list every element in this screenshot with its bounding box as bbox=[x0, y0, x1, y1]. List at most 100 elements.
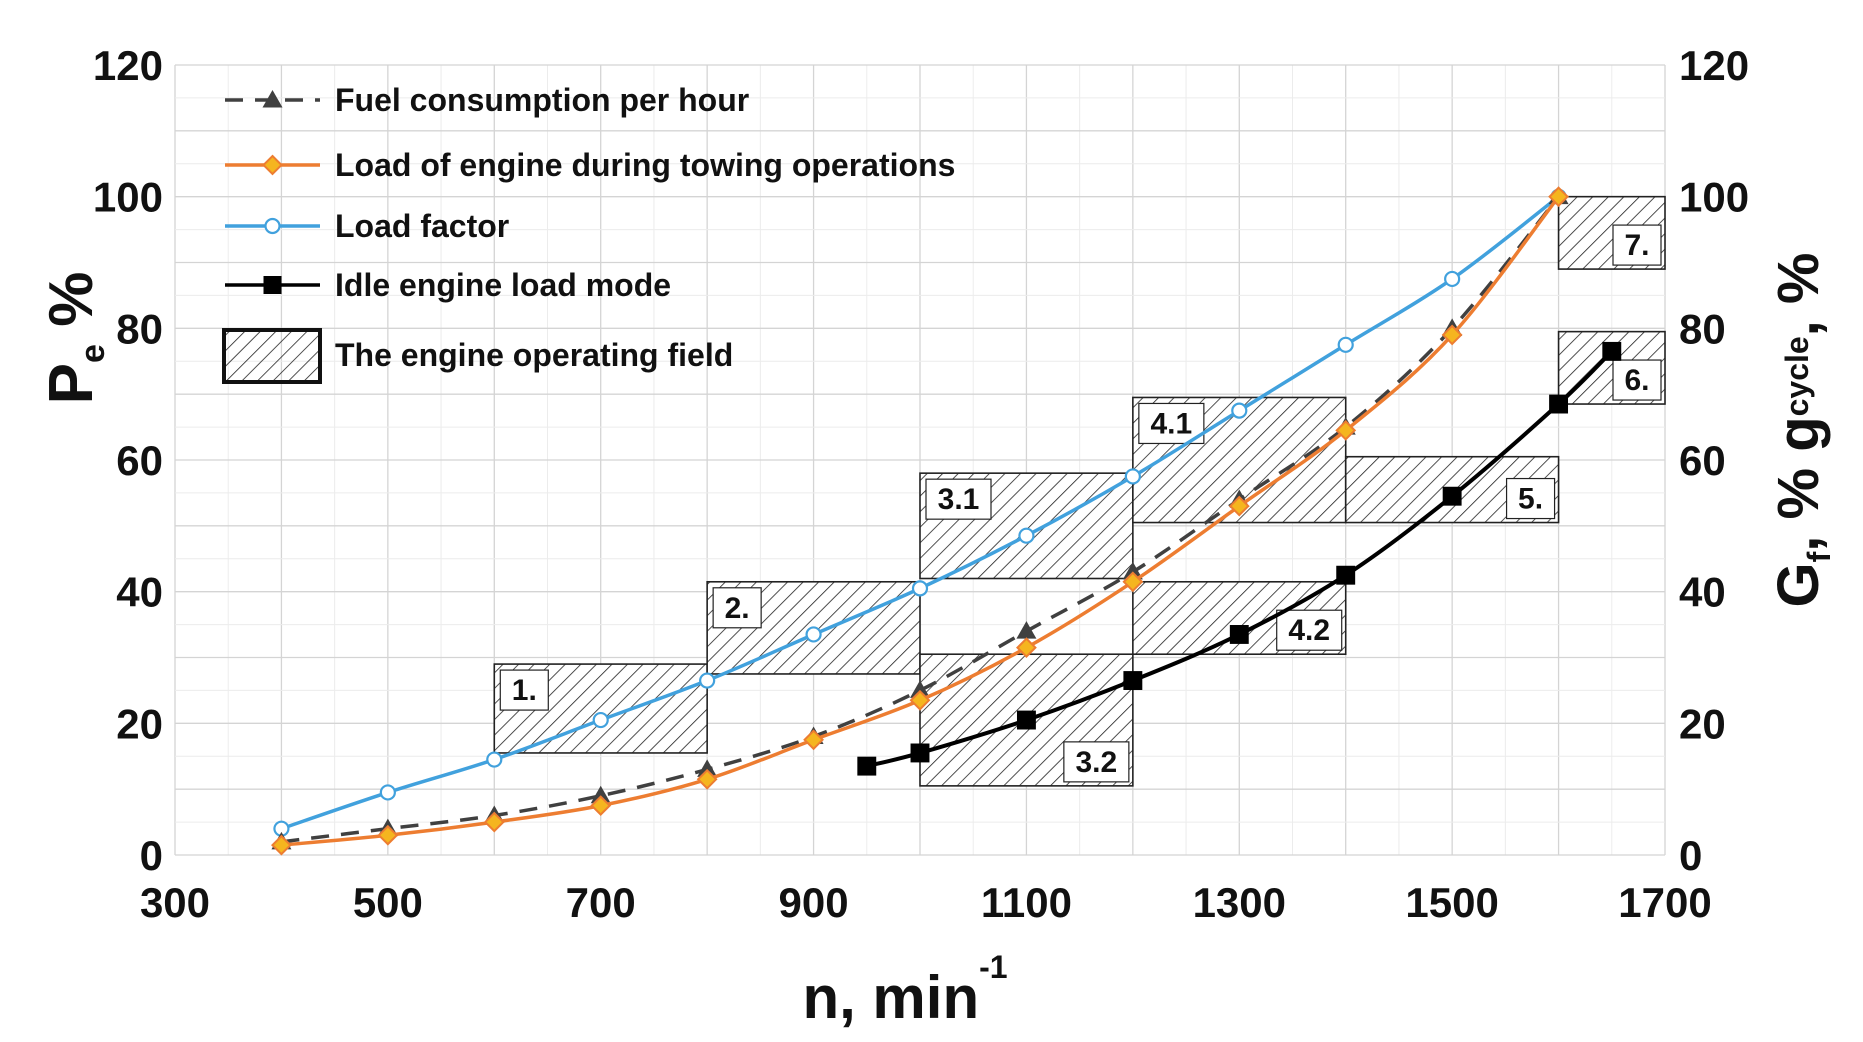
operating-field-label: 6. bbox=[1624, 364, 1649, 397]
x-tick-label: 1300 bbox=[1193, 879, 1286, 926]
y-axis-right-title: Gf, % gcycle, % bbox=[1766, 252, 1837, 607]
legend-item: Idle engine load mode bbox=[225, 267, 671, 303]
data-point bbox=[909, 689, 931, 711]
grid bbox=[174, 64, 1666, 856]
data-point bbox=[1444, 270, 1461, 288]
y-right-tick-label: 120 bbox=[1679, 42, 1749, 89]
operating-field-box: 7. bbox=[1557, 195, 1666, 270]
data-point bbox=[592, 711, 609, 729]
operating-field-box: 3.1 bbox=[919, 472, 1134, 580]
x-tick-label: 1500 bbox=[1405, 879, 1498, 926]
legend-swatch-marker bbox=[264, 217, 281, 235]
data-point bbox=[805, 626, 822, 643]
x-tick-label: 700 bbox=[566, 879, 636, 926]
data-point bbox=[1122, 571, 1144, 593]
data-point bbox=[1441, 324, 1463, 346]
series-lines bbox=[271, 186, 1622, 856]
y-left-tick-label: 40 bbox=[116, 569, 163, 616]
operating-field-label-bg bbox=[925, 478, 992, 520]
data-point bbox=[1123, 671, 1143, 690]
legend-label: Idle engine load mode bbox=[335, 267, 671, 303]
y-left-tick-label: 60 bbox=[116, 437, 163, 484]
y-axis-left-title: Pe % bbox=[37, 272, 112, 405]
series-diamond bbox=[271, 186, 1569, 856]
data-point bbox=[1229, 625, 1249, 644]
data-point bbox=[590, 795, 612, 817]
data-point bbox=[1548, 186, 1569, 208]
data-point bbox=[590, 785, 611, 804]
data-point bbox=[1602, 341, 1622, 361]
data-point bbox=[911, 580, 929, 597]
data-point bbox=[910, 743, 930, 763]
y-left-tick-label: 0 bbox=[140, 832, 163, 879]
y-left-tick-label: 20 bbox=[116, 700, 163, 747]
data-point bbox=[271, 834, 292, 856]
x-tick-label: 1700 bbox=[1618, 879, 1711, 926]
x-axis-title: n, min-1 bbox=[802, 949, 1007, 1031]
y-axis-left-title-suffix: % bbox=[37, 272, 106, 344]
y-right-tick-label: 60 bbox=[1679, 437, 1726, 484]
operating-field-label: 7. bbox=[1624, 229, 1649, 262]
series-square bbox=[857, 341, 1622, 776]
operating-field-label: 2. bbox=[725, 592, 750, 625]
data-point bbox=[483, 811, 505, 833]
operating-field-label-bg bbox=[499, 669, 549, 711]
y-right-tick-label: 100 bbox=[1679, 174, 1749, 221]
y-axis-right-title-sub2: cycle bbox=[1779, 336, 1815, 416]
y-axis-right-title-main: G bbox=[1766, 562, 1831, 607]
data-point bbox=[1016, 621, 1037, 639]
legend-swatch-hatch bbox=[222, 328, 322, 384]
data-point bbox=[1122, 561, 1143, 580]
legend-swatch-marker bbox=[262, 90, 283, 108]
y-right-tick-label: 40 bbox=[1679, 569, 1726, 616]
legend-label: Fuel consumption per hour bbox=[335, 82, 749, 118]
legend-label: Load factor bbox=[335, 208, 509, 244]
operating-field-label: 3.1 bbox=[938, 483, 980, 516]
legend-item: Load factor bbox=[225, 208, 509, 244]
operating-field-label: 4.2 bbox=[1288, 614, 1330, 647]
data-point bbox=[1442, 486, 1462, 506]
y-axis-right-title-mid: , % g bbox=[1766, 416, 1831, 551]
data-point bbox=[697, 759, 718, 777]
legend-item: Fuel consumption per hour bbox=[225, 82, 749, 118]
operating-field-label: 5. bbox=[1518, 483, 1543, 516]
data-point bbox=[1016, 710, 1036, 730]
legend-item: The engine operating field bbox=[222, 328, 733, 384]
x-tick-label: 1100 bbox=[981, 879, 1072, 926]
operating-field-label-bg bbox=[1612, 224, 1662, 266]
data-point bbox=[857, 756, 877, 776]
operating-field-label: 3.2 bbox=[1075, 746, 1117, 779]
operating-field-box: 1. bbox=[493, 663, 708, 754]
legend-swatch-marker bbox=[263, 276, 282, 294]
operating-field-label-bg bbox=[1612, 359, 1662, 401]
operating-field-label-bg bbox=[712, 587, 762, 629]
data-point bbox=[1231, 402, 1248, 419]
operating-field-label-bg bbox=[1063, 741, 1130, 783]
y-axis-left-title-sub: e bbox=[74, 344, 112, 363]
y-left-tick-label: 120 bbox=[93, 42, 163, 89]
data-point bbox=[1228, 495, 1250, 517]
x-tick-label: 500 bbox=[353, 879, 423, 926]
data-point bbox=[699, 672, 716, 689]
data-point bbox=[910, 680, 930, 698]
legend-label: Load of engine during towing operations bbox=[335, 147, 955, 183]
data-point bbox=[379, 784, 396, 801]
legend-item: Load of engine during towing operations bbox=[225, 147, 955, 183]
operating-field-box: 3.2 bbox=[919, 653, 1134, 787]
data-point bbox=[1124, 468, 1141, 485]
data-point bbox=[486, 751, 503, 768]
x-tick-label: 900 bbox=[779, 879, 849, 926]
data-point bbox=[377, 824, 399, 846]
data-point bbox=[1337, 336, 1354, 353]
legend-label: The engine operating field bbox=[335, 337, 733, 373]
y-right-tick-label: 20 bbox=[1679, 700, 1726, 747]
operating-field-label-bg bbox=[1505, 477, 1556, 520]
legend-swatch-marker bbox=[262, 154, 283, 176]
y-right-tick-label: 0 bbox=[1679, 832, 1702, 879]
data-point bbox=[1018, 527, 1035, 544]
legend: Fuel consumption per hour Load of engine … bbox=[222, 82, 955, 384]
y-axis-left-title-main: P bbox=[37, 363, 106, 404]
data-point bbox=[1016, 637, 1037, 659]
operating-field-label-bg bbox=[1276, 609, 1343, 651]
